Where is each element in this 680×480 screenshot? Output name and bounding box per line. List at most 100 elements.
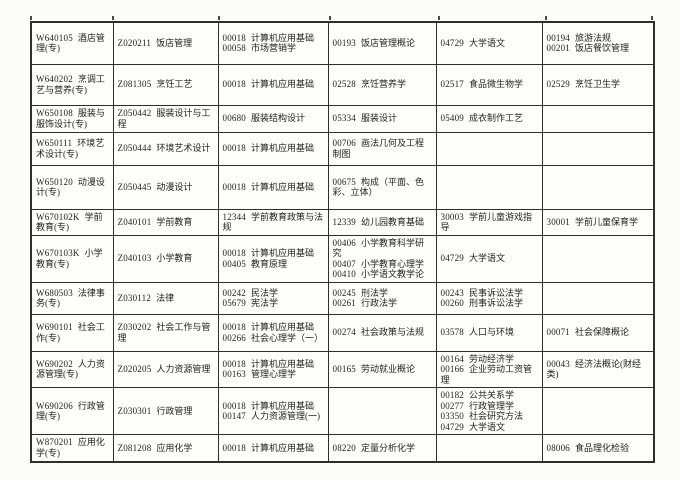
course-name: 饭店管理 (156, 38, 193, 48)
course-entry: 02517 食品微生物学 (441, 79, 539, 90)
course-entry: Z020211 饭店管理 (118, 38, 215, 49)
course-slot-cell (541, 387, 655, 435)
course-entry: 08220 定量分析化学 (333, 443, 433, 454)
course-code: 00406 (332, 237, 356, 248)
course-code: Z050442 (117, 108, 152, 118)
course-name: 市场营销学 (251, 43, 297, 54)
course-slot-cell: 00018 计算机应用基础 (217, 164, 329, 210)
course-code: Z030112 (117, 292, 152, 303)
course-entry: 04729 大学语文 (441, 422, 539, 433)
course-code: 00164 (440, 353, 464, 364)
course-name: 公共关系学 (469, 390, 515, 400)
course-code: W640202 (36, 74, 73, 84)
course-code: 00410 (332, 269, 356, 279)
course-entry: 04729 大学语文 (441, 253, 539, 264)
course-entry: W870201 应用化学(专) (36, 437, 110, 458)
course-name: 服装结构设计 (251, 113, 306, 124)
course-name: 小学教育 (156, 253, 193, 264)
course-entry: 00058 市场营销学 (223, 43, 325, 54)
border-stub (30, 16, 32, 20)
course-entry: 00018 计算机应用基础 (223, 143, 325, 154)
course-code: 00274 (332, 327, 356, 338)
course-entry: 00182 公共关系学 (441, 390, 539, 401)
course-code: Z030301 (117, 405, 152, 416)
course-name: 劳动就业概论 (361, 364, 416, 374)
course-name: 人力资源管理(一) (251, 411, 320, 421)
course-name: 应用化学(专) (36, 437, 105, 458)
course-code: 00201 (546, 43, 570, 54)
course-entry: 00245 刑法学 (333, 288, 433, 299)
course-name: 劳动经济学 (469, 353, 515, 364)
course-name: 食品微生物学 (469, 79, 524, 90)
course-code: 00018 (222, 248, 246, 258)
course-code: 00266 (222, 332, 246, 343)
course-name: 计算机应用基础 (251, 79, 315, 90)
course-name: 学前儿童游戏指导 (440, 211, 533, 233)
course-entry: W670102K 学前教育(专) (36, 212, 110, 233)
course-code: Z050444 (117, 143, 152, 154)
major-cell: Z020205 人力资源管理 (112, 350, 219, 388)
border-stub (218, 16, 220, 20)
course-name: 管理心理学 (251, 369, 297, 380)
course-slot-cell: 12339 幼儿园教育基础 (327, 208, 437, 236)
course-entry: 00018 计算机应用基础 (223, 401, 325, 412)
course-slot-cell: 00071 社会保障概论 (541, 313, 655, 352)
course-name: 旅游法规 (575, 32, 612, 43)
course-slot-cell: 08006 食品理化检验 (541, 434, 655, 462)
course-entry: W690202 人力资源管理(专) (36, 359, 110, 380)
course-code: W690202 (36, 358, 73, 369)
course-slot-cell: 30001 学前儿童保育学 (541, 208, 655, 236)
course-code: 00043 (546, 358, 570, 369)
course-name: 民事诉讼法学 (469, 287, 524, 298)
course-entry: Z040103 小学教育 (118, 253, 215, 264)
course-slot-cell: 30003 学前儿童游戏指导 (435, 208, 543, 236)
course-slot-cell: 04729 大学语文 (435, 234, 543, 283)
course-code: 00018 (222, 79, 246, 90)
course-code: 02529 (546, 79, 570, 90)
course-name: 法律 (156, 292, 175, 303)
course-entry: 05334 服装设计 (333, 113, 433, 124)
course-entry: 00018 计算机应用基础 (223, 322, 325, 333)
specialty-cell: W640105 酒店管理(专) (30, 21, 114, 65)
course-name: 小学教育(专) (36, 248, 103, 269)
course-name: 计算机应用基础 (251, 181, 315, 192)
course-entry: Z050445 动漫设计 (118, 182, 215, 193)
course-code: 00018 (222, 358, 246, 369)
course-code: 00018 (222, 181, 246, 192)
course-name: 构成（平面、色彩、立体） (332, 176, 425, 198)
course-slot-cell: 12344 学前教育政策与法规 (217, 208, 329, 236)
course-code: 08006 (546, 442, 570, 453)
course-name: 小学教育心理学 (361, 258, 425, 269)
course-code: 00193 (332, 38, 356, 48)
course-entry: 00018 计算机应用基础 (223, 33, 325, 44)
course-name: 教育原理 (251, 258, 288, 269)
course-slot-cell: 00193 饭店管理概论 (327, 21, 437, 65)
course-entry: 00018 计算机应用基础 (223, 359, 325, 370)
course-slot-cell: 00018 计算机应用基础 00147 人力资源管理(一) (217, 387, 329, 435)
course-name: 烹饪工艺 (156, 79, 193, 90)
course-entry: W650120 动漫设计(专) (36, 177, 110, 198)
major-cell: Z050445 动漫设计 (112, 164, 219, 210)
course-entry: Z081305 烹饪工艺 (118, 79, 215, 90)
course-name: 学前儿童保育学 (575, 216, 639, 227)
course-entry: 00165 劳动就业概论 (333, 364, 433, 375)
course-slot-cell: 00165 劳动就业概论 (327, 350, 437, 388)
course-slot-cell (541, 281, 655, 315)
course-code: 00071 (546, 327, 570, 338)
course-code: 00243 (440, 287, 464, 298)
course-entry: 02529 烹饪卫生学 (547, 79, 651, 90)
course-entry: 00163 管理心理学 (223, 369, 325, 380)
course-name: 成衣制作工艺 (469, 113, 524, 124)
course-entry: 00043 经济法概论(财经类) (547, 359, 651, 380)
course-slot-cell (327, 387, 437, 435)
course-code: 00058 (222, 43, 246, 54)
course-code: W870201 (36, 437, 73, 448)
course-entry: 02528 烹饪营养学 (333, 79, 433, 90)
course-entry: 00201 饭店餐饮管理 (547, 43, 651, 54)
course-code: W680503 (36, 287, 73, 298)
border-stub (545, 16, 547, 20)
major-cell: Z081305 烹饪工艺 (112, 63, 219, 106)
course-code: W670102K (36, 211, 80, 222)
course-name: 烹调工艺与营养(专) (36, 74, 105, 95)
course-name: 计算机应用基础 (251, 32, 315, 43)
